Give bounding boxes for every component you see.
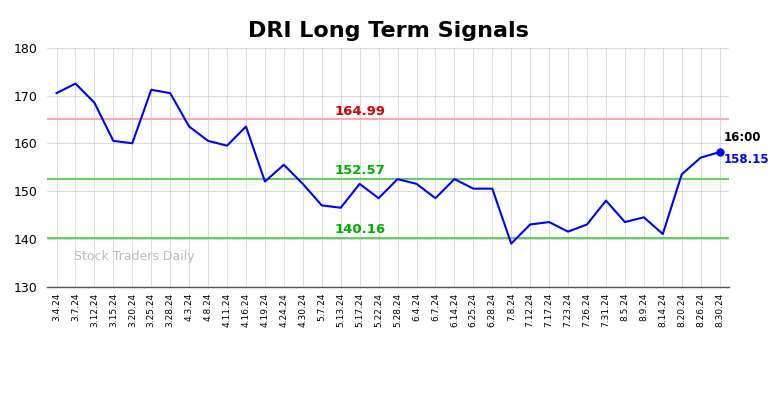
Text: 164.99: 164.99 xyxy=(334,105,385,118)
Text: 158.15: 158.15 xyxy=(724,153,769,166)
Text: 140.16: 140.16 xyxy=(334,223,385,236)
Text: 152.57: 152.57 xyxy=(334,164,385,177)
Title: DRI Long Term Signals: DRI Long Term Signals xyxy=(248,21,528,41)
Text: Stock Traders Daily: Stock Traders Daily xyxy=(74,250,195,263)
Text: 16:00: 16:00 xyxy=(724,131,761,144)
